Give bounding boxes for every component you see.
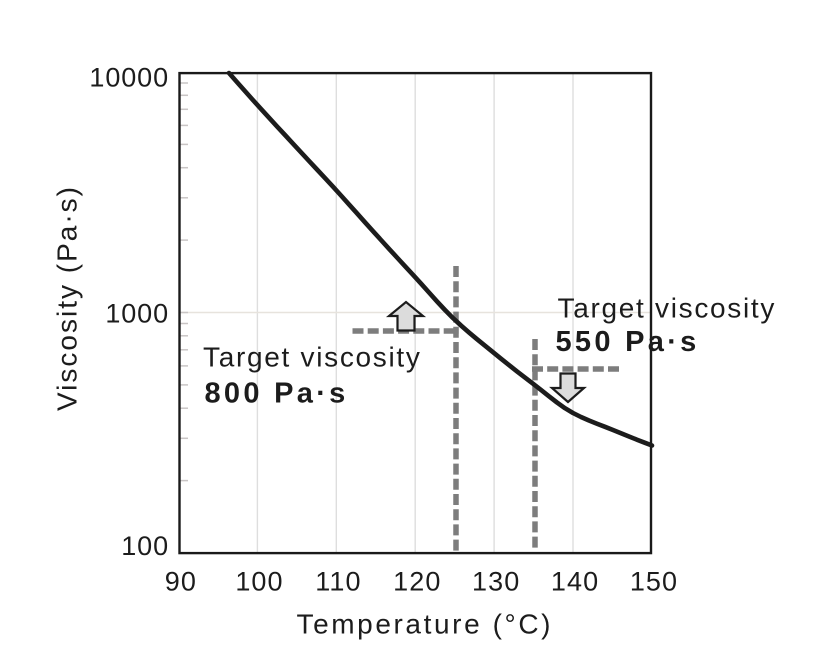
svg-text:150: 150	[630, 566, 678, 596]
svg-text:550 Pa·s: 550 Pa·s	[556, 326, 700, 358]
svg-text:Target viscosity: Target viscosity	[558, 293, 777, 324]
svg-text:Temperature (°C): Temperature (°C)	[296, 609, 553, 640]
svg-text:800 Pa·s: 800 Pa·s	[205, 378, 349, 410]
svg-text:130: 130	[472, 566, 520, 596]
svg-text:1000: 1000	[105, 298, 169, 328]
svg-text:110: 110	[315, 566, 361, 596]
svg-text:90: 90	[165, 566, 197, 596]
svg-text:Target viscosity: Target viscosity	[203, 341, 422, 372]
svg-text:120: 120	[393, 566, 441, 596]
svg-text:10000: 10000	[89, 62, 169, 92]
svg-text:100: 100	[235, 566, 283, 596]
svg-text:100: 100	[121, 531, 169, 561]
svg-text:Viscosity (Pa·s): Viscosity (Pa·s)	[52, 185, 83, 411]
svg-text:140: 140	[551, 566, 599, 596]
